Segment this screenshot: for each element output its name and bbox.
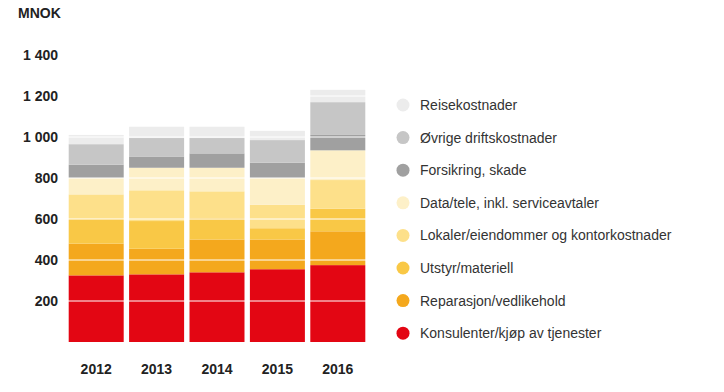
bar-segment bbox=[310, 265, 365, 342]
legend-marker bbox=[397, 196, 410, 209]
bar-segment bbox=[250, 140, 305, 163]
bar-segment bbox=[129, 127, 184, 138]
bar-segment bbox=[69, 244, 124, 276]
legend-label: Utstyr/materiell bbox=[420, 260, 513, 276]
legend-label: Konsulenter/kjøp av tjenester bbox=[420, 325, 602, 341]
bar-segment bbox=[69, 219, 124, 244]
bar-segment bbox=[69, 144, 124, 165]
bars bbox=[69, 90, 366, 342]
y-tick-label: 1 000 bbox=[23, 129, 58, 145]
bar-segment bbox=[310, 180, 365, 209]
bar-segment bbox=[190, 272, 245, 342]
chart: MNOK 2012 2013 2014 2015 2016 200 400 600 800 1 00… bbox=[0, 0, 724, 392]
bar-segment bbox=[250, 205, 305, 229]
bar-segment bbox=[250, 228, 305, 239]
legend-label: Forsikring, skade bbox=[420, 162, 527, 178]
bar-segment bbox=[129, 156, 184, 167]
grid-line bbox=[66, 301, 368, 302]
bar-segment bbox=[250, 163, 305, 178]
y-tick-label: 200 bbox=[35, 293, 59, 309]
bar-segment bbox=[190, 168, 245, 192]
bar-segment bbox=[129, 138, 184, 156]
legend-marker bbox=[397, 262, 410, 275]
bar-segment bbox=[69, 165, 124, 178]
legend-label: Reparasjon/vedlikehold bbox=[420, 293, 566, 309]
bar-segment bbox=[69, 275, 124, 342]
legend-marker bbox=[397, 327, 410, 340]
y-tick-label: 800 bbox=[35, 170, 59, 186]
bar-segment bbox=[129, 221, 184, 249]
bar-segment bbox=[190, 127, 245, 138]
bar-segment bbox=[250, 269, 305, 342]
x-tick-label: 2015 bbox=[262, 361, 293, 377]
bar-segment bbox=[69, 178, 124, 194]
legend-marker bbox=[397, 164, 410, 177]
bar-segment bbox=[69, 194, 124, 219]
x-tick-label: 2013 bbox=[141, 361, 172, 377]
bar-segment bbox=[310, 102, 365, 135]
y-tick-label: 400 bbox=[35, 252, 59, 268]
x-tick-label: 2012 bbox=[81, 361, 112, 377]
grid-line bbox=[66, 55, 368, 56]
y-tick-label: 1 400 bbox=[23, 47, 58, 63]
bar-segment bbox=[310, 209, 365, 232]
bar-segment bbox=[129, 190, 184, 221]
legend-marker bbox=[397, 99, 410, 112]
legend-marker bbox=[397, 131, 410, 144]
grid-line bbox=[66, 219, 368, 220]
grid-line bbox=[66, 137, 368, 138]
x-tick-label: 2016 bbox=[322, 361, 353, 377]
bar-segment bbox=[190, 153, 245, 167]
bar-segment bbox=[129, 249, 184, 275]
bar-segment bbox=[310, 150, 365, 180]
legend-label: Reisekostnader bbox=[420, 97, 518, 113]
bar-segment bbox=[190, 240, 245, 273]
legend-label: Øvrige driftskostnader bbox=[420, 130, 557, 146]
grid-line bbox=[66, 178, 368, 179]
grid-line bbox=[66, 96, 368, 97]
bar-segment bbox=[190, 191, 245, 218]
bar-segment bbox=[250, 178, 305, 205]
legend-label: Lokaler/eiendommer og kontorkostnader bbox=[420, 227, 672, 243]
grid-line bbox=[66, 260, 368, 261]
y-axis-label: MNOK bbox=[18, 5, 61, 21]
legend-marker bbox=[397, 294, 410, 307]
bar-segment bbox=[250, 240, 305, 270]
bar-segment bbox=[190, 218, 245, 240]
x-tick-label: 2014 bbox=[201, 361, 232, 377]
y-tick-label: 1 200 bbox=[23, 88, 58, 104]
legend-label: Data/tele, inkl. serviceavtaler bbox=[420, 195, 599, 211]
bar-segment bbox=[190, 138, 245, 153]
bar-segment bbox=[129, 168, 184, 191]
legend-marker bbox=[397, 229, 410, 242]
y-tick-label: 600 bbox=[35, 211, 59, 227]
bar-segment bbox=[69, 135, 124, 144]
bar-segment bbox=[129, 274, 184, 342]
bar-segment bbox=[250, 131, 305, 140]
